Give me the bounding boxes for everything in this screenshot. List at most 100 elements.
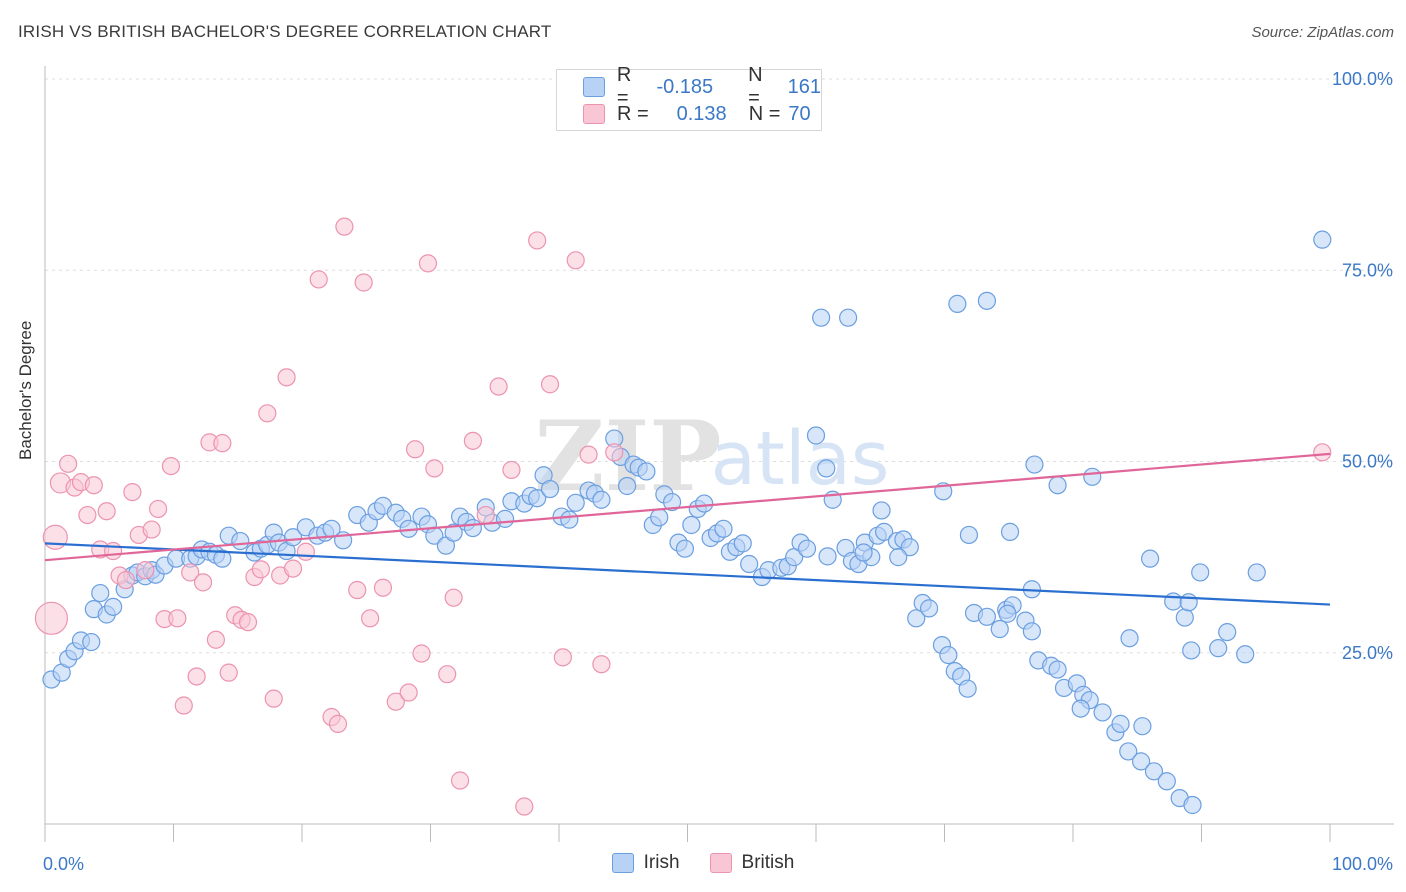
british-point	[42, 524, 68, 550]
series-legend: Irish British	[0, 852, 1406, 874]
legend-item-british[interactable]: British	[709, 852, 794, 874]
irish-point	[1209, 639, 1228, 658]
british-point	[605, 443, 624, 462]
british-point	[59, 454, 78, 473]
british-point	[489, 377, 508, 396]
british-point	[181, 563, 200, 582]
x-tick-label-max: 100.0%	[1332, 854, 1393, 874]
irish-point	[1132, 752, 1151, 771]
british-point	[277, 368, 296, 387]
irish-point	[977, 291, 997, 310]
legend-irish-swatch	[611, 853, 634, 873]
british-point	[348, 580, 367, 600]
british-point	[206, 630, 226, 649]
irish-point	[592, 490, 611, 509]
source-label: Source: ZipAtlas.com	[1251, 24, 1394, 41]
irish-point	[528, 489, 547, 508]
british-point	[34, 601, 69, 635]
british-point	[283, 559, 303, 578]
irish-point	[1157, 772, 1176, 791]
irish-point	[1191, 563, 1210, 582]
irish-point	[939, 645, 958, 665]
british-point	[78, 505, 97, 525]
british-point	[142, 520, 161, 539]
british-point	[399, 683, 418, 702]
x-tick-label-min: 0.0%	[43, 854, 84, 874]
irish-point	[540, 479, 560, 499]
irish-point	[231, 531, 250, 551]
british-point	[335, 217, 354, 236]
irish-point	[695, 494, 714, 513]
british-point	[386, 692, 405, 711]
british-point	[264, 689, 283, 708]
irish-point	[1022, 622, 1041, 641]
irish-point	[872, 501, 891, 520]
british-point	[296, 542, 315, 561]
british-point	[528, 231, 547, 250]
irish-r-label: R =	[616, 64, 632, 109]
british-point	[148, 499, 168, 519]
irish-point	[1175, 608, 1194, 627]
irish-point	[444, 523, 463, 542]
irish-point	[1048, 660, 1067, 679]
british-point	[328, 714, 348, 733]
irish-point	[1133, 717, 1152, 736]
british-point	[438, 665, 457, 684]
british-point	[566, 251, 585, 270]
y-tick-label: 100.0%	[1332, 69, 1393, 89]
british-r-label: R =	[617, 102, 649, 125]
irish-point	[82, 632, 101, 652]
british-point	[553, 648, 572, 667]
irish-point	[463, 518, 483, 538]
stats-legend: R = -0.185 N = 161 R = 0.138 N = 70	[556, 64, 822, 131]
irish-point	[91, 583, 110, 603]
british-n-value: 70	[788, 102, 811, 125]
chart-title: IRISH VS BRITISH BACHELOR'S DEGREE CORRE…	[18, 22, 552, 41]
irish-point	[998, 604, 1017, 623]
irish-point	[889, 548, 908, 567]
irish-point	[1000, 522, 1020, 541]
legend-item-irish[interactable]: Irish	[611, 852, 680, 874]
irish-point	[875, 522, 894, 541]
british-point	[463, 431, 483, 450]
irish-point	[818, 547, 837, 566]
british-point	[354, 273, 373, 292]
irish-point	[618, 476, 637, 496]
irish-point	[1164, 592, 1183, 611]
british-point	[579, 445, 598, 464]
british-point	[168, 609, 187, 628]
british-point	[444, 588, 463, 607]
y-tick-label: 50.0%	[1342, 452, 1393, 472]
irish-point	[1183, 795, 1202, 815]
british-point	[502, 460, 521, 480]
irish-trend-line	[44, 542, 1331, 606]
irish-point	[495, 509, 515, 528]
irish-point	[1247, 563, 1266, 582]
irish-r-value: -0.185	[656, 75, 714, 98]
irish-point	[1083, 467, 1102, 486]
british-trend-line	[44, 452, 1331, 562]
irish-point	[1025, 455, 1044, 474]
british-point	[116, 570, 136, 590]
british-point	[361, 609, 380, 628]
british-point	[136, 561, 155, 580]
y-axis-label: Bachelor's Degree	[16, 320, 35, 460]
british-point	[418, 254, 438, 273]
irish-point	[1182, 641, 1201, 660]
irish-point	[977, 607, 997, 626]
irish-point	[637, 462, 656, 481]
irish-point	[1093, 703, 1112, 722]
irish-point	[839, 308, 858, 327]
british-point	[309, 270, 328, 289]
irish-point	[566, 493, 585, 512]
british-point	[258, 404, 277, 423]
irish-point	[806, 426, 826, 445]
irish-point	[1048, 476, 1067, 495]
irish-point	[1071, 699, 1090, 718]
legend-british-swatch	[709, 853, 732, 873]
british-point	[592, 655, 611, 674]
british-point	[213, 434, 232, 453]
legend-irish-label: Irish	[643, 852, 680, 873]
british-point	[373, 578, 393, 597]
irish-point	[104, 597, 123, 616]
